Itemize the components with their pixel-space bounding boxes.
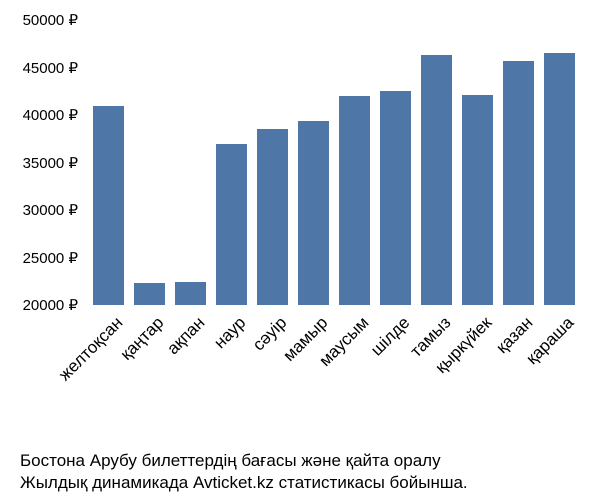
y-axis-tick-label: 20000 ₽	[0, 296, 78, 314]
bar	[298, 121, 330, 305]
bar	[462, 95, 494, 305]
bars-container	[88, 20, 580, 305]
chart-caption-line: Бостона Арубу билеттердің бағасы және қа…	[20, 450, 600, 472]
price-dynamics-bar-chart: 20000 ₽ 25000 ₽ 30000 ₽ 35000 ₽ 40000 ₽ 45000…	[0, 0, 600, 500]
bar	[93, 106, 125, 305]
y-axis-tick-label: 30000 ₽	[0, 201, 78, 219]
y-axis-tick-label: 50000 ₽	[0, 11, 78, 29]
bar	[175, 282, 207, 305]
y-axis-tick-label: 35000 ₽	[0, 154, 78, 172]
bar	[134, 283, 166, 305]
chart-caption-line: Жылдық динамикада Avticket.kz статистика…	[20, 472, 600, 494]
y-axis-tick-label: 25000 ₽	[0, 249, 78, 267]
y-axis-tick-label: 45000 ₽	[0, 59, 78, 77]
bar	[257, 129, 289, 305]
bar	[339, 96, 371, 305]
bar	[503, 61, 535, 305]
bar	[421, 55, 453, 305]
bar	[544, 53, 576, 305]
chart-caption: Бостона Арубу билеттердің бағасы және қа…	[20, 450, 600, 494]
plot-area	[88, 20, 580, 305]
y-axis-tick-label: 40000 ₽	[0, 106, 78, 124]
bar	[216, 144, 248, 306]
bar	[380, 91, 412, 305]
